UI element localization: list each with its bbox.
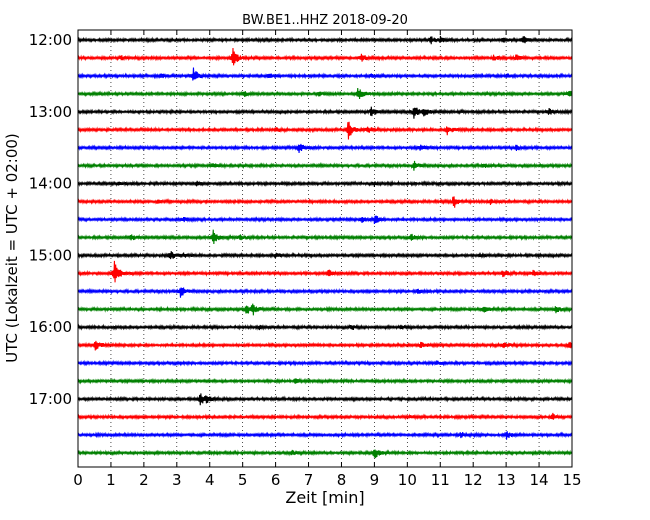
x-axis-label: Zeit [min] [285,488,364,507]
trace-line [77,48,573,66]
trace-line [77,215,573,225]
y-tick-label: 15:00 [29,246,72,264]
trace-line [77,449,573,459]
trace-line [77,179,573,188]
trace-line [77,106,573,119]
trace-line [77,287,573,298]
trace-line [77,251,573,260]
plot-frame [77,29,573,468]
trace-line [77,121,573,140]
y-tick-label: 13:00 [29,103,72,121]
trace-line [77,160,573,171]
x-tick-label: 3 [172,471,182,489]
y-tick-label: 17:00 [29,390,72,408]
trace-line [77,88,573,100]
x-tick-label: 0 [73,471,83,489]
x-tick-label: 12 [464,471,483,489]
x-tick-label: 8 [337,471,347,489]
trace-line [77,143,573,154]
x-tick-label: 7 [304,471,314,489]
seismogram-traces [77,35,573,459]
x-tick-label: 13 [497,471,516,489]
trace-line [77,412,573,421]
trace-line [77,323,573,331]
trace-line [77,196,573,208]
x-tick-label: 15 [562,471,581,489]
y-tick-label: 14:00 [29,175,72,193]
grid [110,30,540,467]
x-tick-label: 5 [238,471,248,489]
trace-line [77,359,573,367]
y-axis-label: UTC (Lokalzeit = UTC + 02:00) [3,133,21,363]
y-tick-label: 16:00 [29,318,72,336]
axis-ticks: 0 1 2 3 4 5 6 7 8 9 10 11 12 13 14 1512:0013:0014:0015:… [29,30,582,489]
x-tick-label: 14 [530,471,549,489]
trace-line [77,393,573,406]
trace-line [77,431,573,440]
trace-line [77,35,573,45]
trace-line [77,340,573,351]
x-tick-label: 9 [370,471,380,489]
trace-line [77,377,573,385]
x-tick-label: 2 [139,471,149,489]
trace-line [77,67,573,81]
y-tick-label: 12:00 [29,31,72,49]
chart-title: BW.BE1..HHZ 2018-09-20 [242,13,408,28]
trace-line [77,303,573,316]
x-tick-label: 4 [205,471,215,489]
x-tick-label: 10 [398,471,417,489]
x-tick-label: 6 [271,471,281,489]
x-tick-label: 1 [106,471,116,489]
trace-line [77,229,573,244]
x-tick-label: 11 [431,471,450,489]
trace-line [77,260,573,283]
